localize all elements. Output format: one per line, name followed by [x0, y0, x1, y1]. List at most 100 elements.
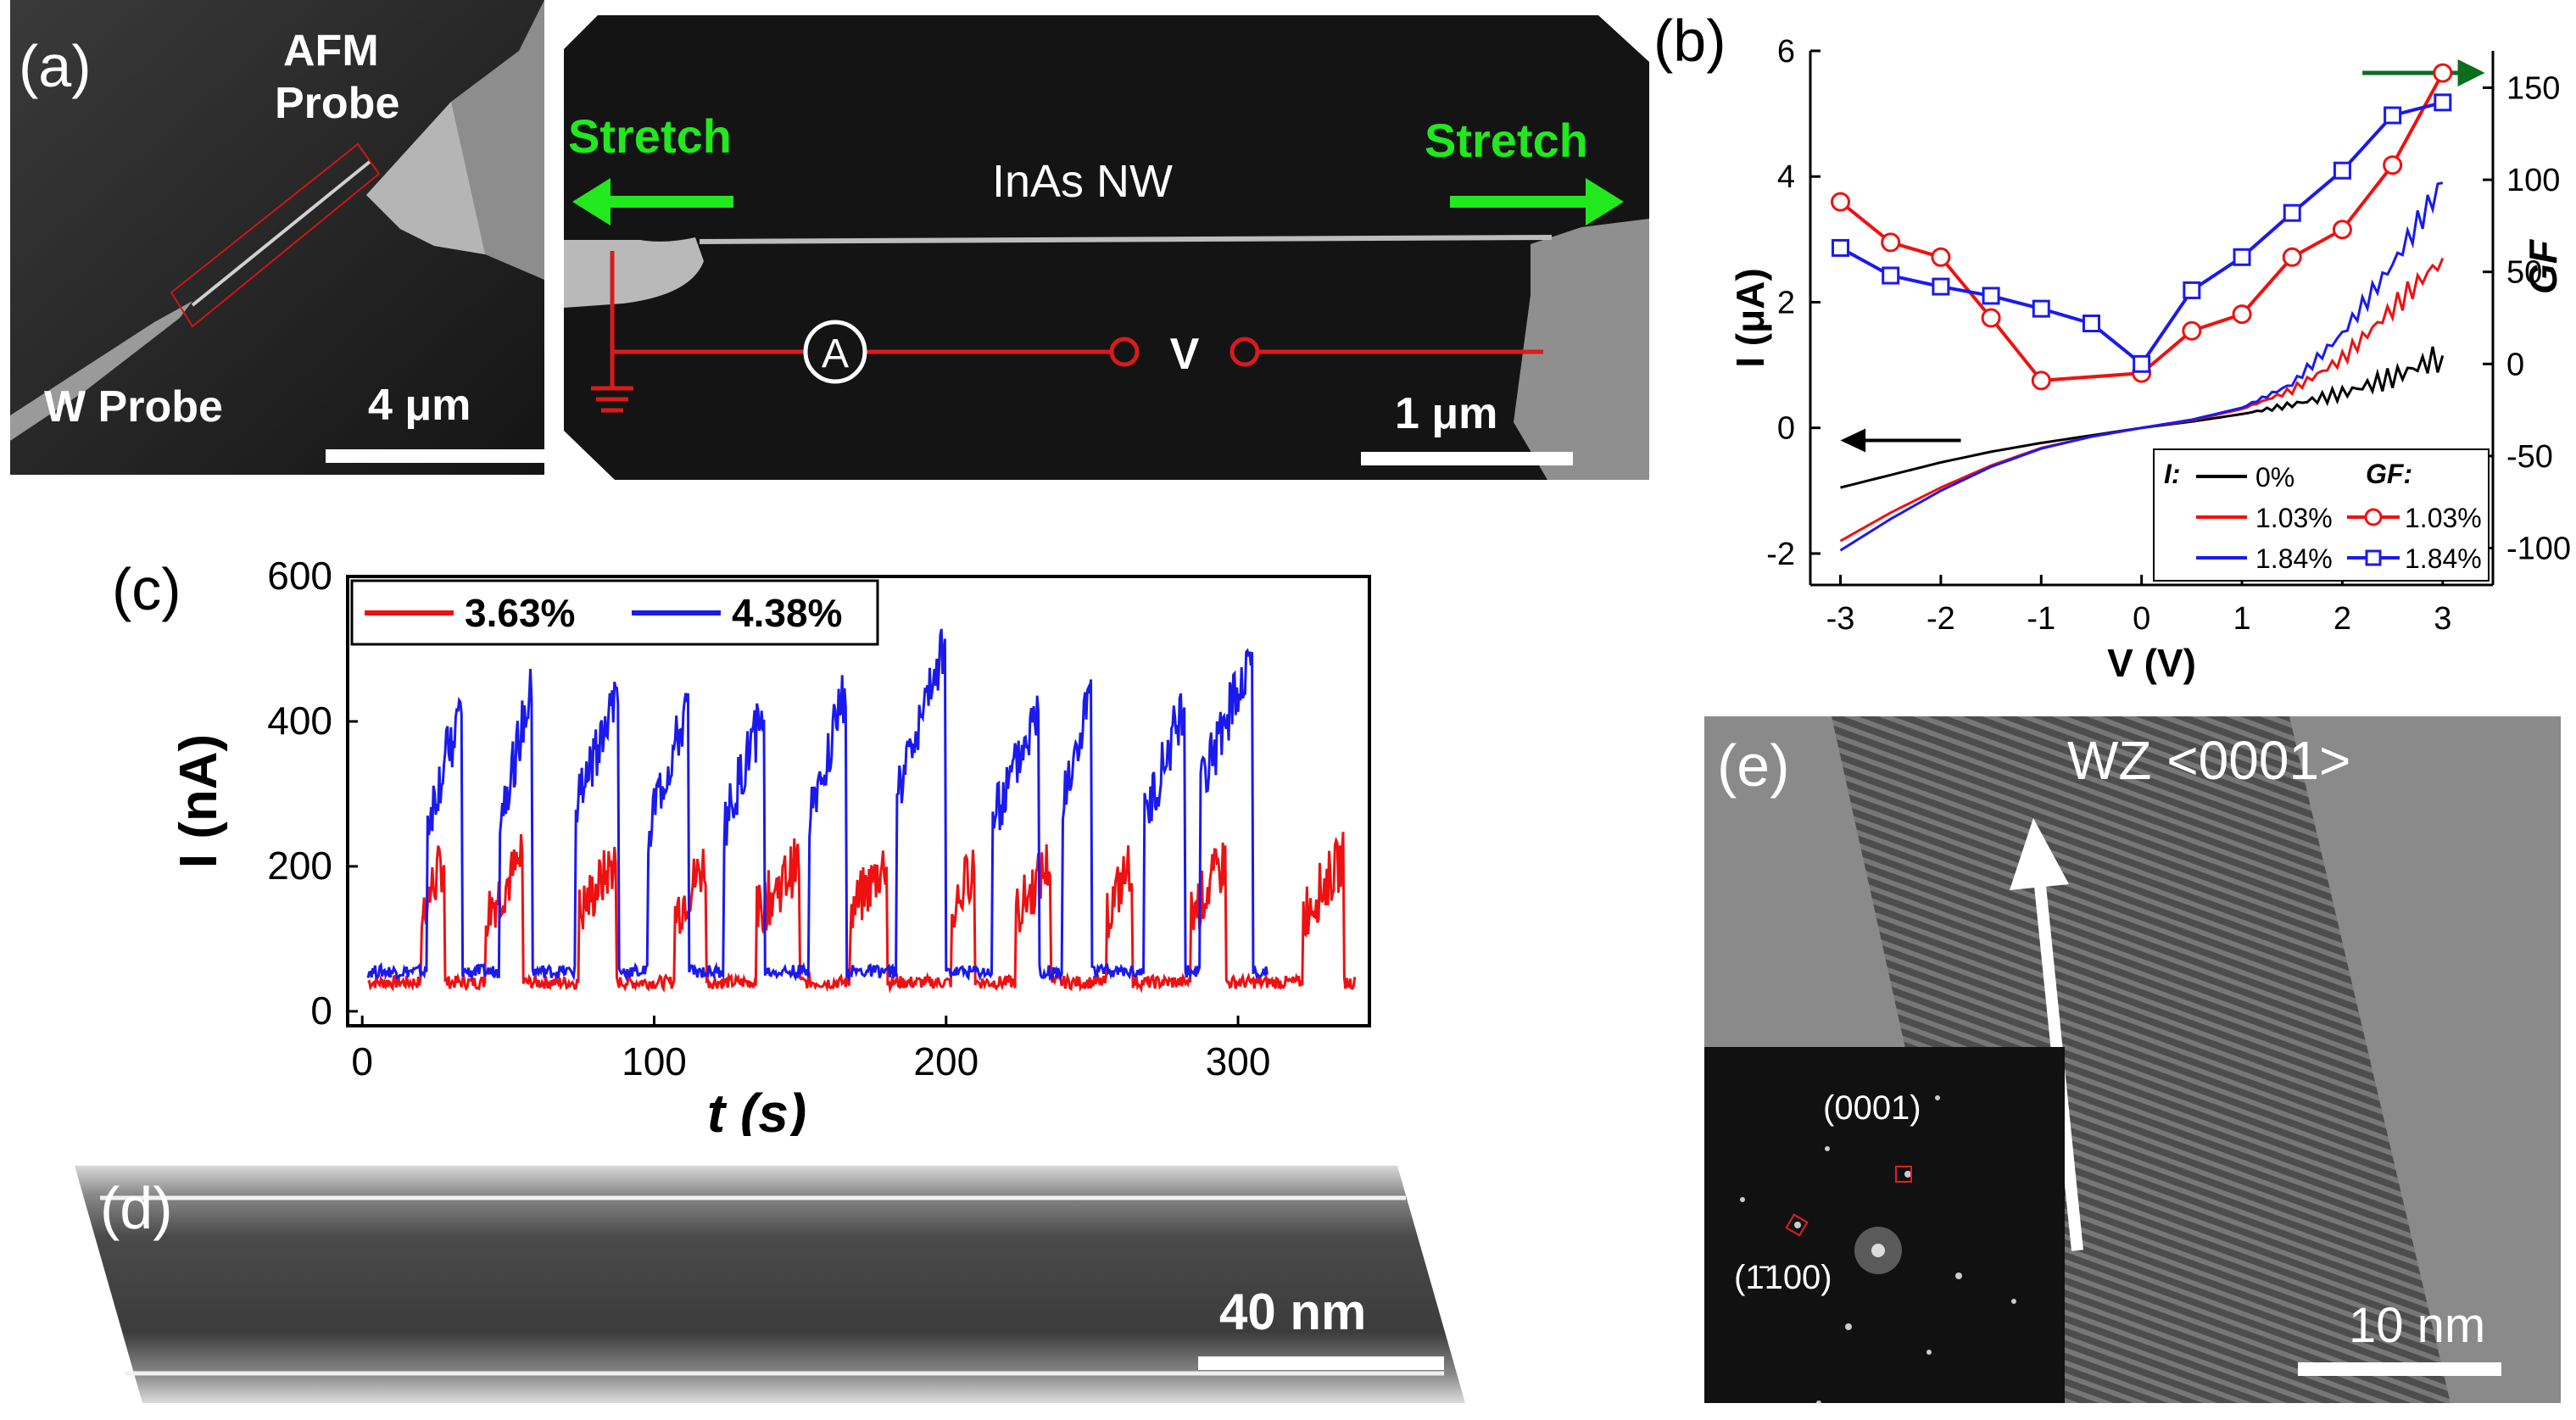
b-ylabel-right: GF — [2521, 238, 2565, 294]
b-ytick-left-label: 6 — [1777, 34, 1795, 70]
sem-image-left: (a) AFM Probe W Probe 4 μm — [10, 0, 544, 475]
b-gf-point — [1831, 192, 1851, 212]
b-ytick-right-label: 50 — [2506, 255, 2542, 291]
scale-bar-right — [1361, 452, 1573, 465]
b-xtick-label: -2 — [1926, 601, 1955, 637]
b-ytick-left-label: 2 — [1777, 285, 1795, 320]
voltage-label: V — [1170, 330, 1200, 379]
afm-label-line1: AFM — [283, 26, 379, 75]
b-legend-gf-text: 1.03% — [2405, 503, 2482, 533]
b-gf-point — [2384, 106, 2402, 125]
b-xtick-label: -1 — [2027, 601, 2055, 637]
stretch-arrow-left — [572, 178, 733, 226]
b-series-gf-1.84% — [1839, 100, 2444, 367]
stretch-arrow-right — [1450, 178, 1624, 226]
b-arrow-right-head — [2457, 58, 2485, 86]
tem-image-e: (e) WZ <0001> (0001) (1̄100) 10 nm — [1704, 716, 2561, 1403]
tem-d-drawing — [75, 1166, 1465, 1403]
inas-nanowire — [699, 235, 1553, 244]
b-gf-point — [2031, 370, 2051, 391]
b-ytick-right-label: -100 — [2506, 532, 2571, 567]
b-xtick-label: 3 — [2434, 601, 2451, 637]
b-legend-i-text: 1.03% — [2255, 503, 2333, 533]
b-ytick-right-label: -50 — [2506, 439, 2553, 475]
scale-label-left: 4 μm — [368, 381, 471, 430]
b-xtick-label: 1 — [2233, 601, 2250, 637]
b-ytick-left-label: 0 — [1777, 411, 1795, 447]
zoom-box — [170, 142, 381, 328]
b-ylabel-left: I (μA) — [1730, 268, 1772, 368]
ammeter-label: A — [822, 331, 849, 376]
panel-letter-a: (a) — [19, 33, 92, 99]
b-gf-point — [2232, 304, 2252, 325]
afm-label-line2: Probe — [275, 79, 400, 128]
b-legend-i-text: 1.84% — [2255, 543, 2333, 574]
circuit — [591, 251, 1543, 413]
c-xtick-label: 0 — [351, 1039, 373, 1083]
b-gf-point — [1982, 287, 2000, 305]
b-ytick-right-label: 100 — [2506, 163, 2560, 198]
left-electrode — [564, 237, 704, 308]
c-series-4.38% — [366, 628, 1268, 982]
b-gf-point — [1981, 308, 2001, 328]
c-ytick-label: 600 — [267, 554, 332, 598]
b-arrow-left-head — [1840, 428, 1866, 453]
b-gf-point — [1832, 238, 1850, 257]
c-xtick-label: 200 — [913, 1039, 979, 1083]
b-gf-point — [2182, 320, 2202, 341]
panel-letter-c: (c) — [112, 556, 181, 622]
b-legend-gf-text: 1.84% — [2405, 543, 2482, 574]
scale-bar-e — [2298, 1362, 2501, 1376]
scale-bar-left — [326, 449, 544, 463]
fft-spot1-label: (0001) — [1823, 1089, 1921, 1127]
w-probe — [10, 301, 192, 441]
fft-spot2-label: (1̄100) — [1734, 1259, 1832, 1296]
direction-label: WZ <0001> — [2067, 730, 2351, 791]
b-gf-point — [2233, 248, 2251, 266]
b-xtick-label: 2 — [2333, 601, 2351, 637]
b-gf-point — [2082, 315, 2100, 333]
sem-right-drawing: A V — [564, 15, 1649, 480]
c-xtick-label: 100 — [622, 1039, 687, 1083]
b-gf-point — [2332, 220, 2352, 240]
b-gf-point — [2283, 203, 2301, 222]
c-ylabel: I (nA) — [170, 734, 228, 868]
c-series-3.63% — [367, 832, 1357, 994]
stretch-label-left: Stretch — [568, 109, 732, 163]
b-gf-point — [2383, 155, 2403, 175]
b-gf-point — [2433, 63, 2453, 83]
b-gf-point — [2434, 93, 2452, 112]
nw-label: InAs NW — [992, 156, 1174, 207]
c-legend-box — [350, 579, 879, 646]
b-gf-point — [1931, 247, 1951, 267]
b-gf-point — [2133, 354, 2151, 373]
iv-chart: -3 -2 -1 0 1 2 3 -2 0 2 4 6 -100 -50 0 50 100 150 V (V) I (… — [1730, 34, 2571, 685]
fft-inset — [1704, 1047, 2065, 1403]
stretch-label-right: Stretch — [1425, 114, 1588, 167]
tem-e-drawing — [1704, 716, 2561, 1403]
b-ytick-right-label: 0 — [2506, 347, 2524, 382]
current-time-chart: 0 100 200 300 0 200 400 600 t (s) I (nA) 3.63% 4.38… — [170, 554, 1371, 1136]
b-series-i-1.84% — [1839, 181, 2444, 552]
c-ytick-label: 0 — [310, 988, 332, 1033]
b-gf-point — [1932, 277, 1950, 296]
c-legend-text: 3.63% — [465, 591, 575, 635]
b-legend-gf-marker — [2364, 508, 2383, 526]
b-xtick-label: -3 — [1826, 601, 1855, 637]
b-ytick-left-label: -2 — [1766, 537, 1795, 572]
c-legend-text: 4.38% — [732, 591, 842, 635]
b-gf-point — [2183, 281, 2201, 299]
scale-label-right: 1 μm — [1395, 389, 1498, 438]
b-xlabel: V (V) — [2107, 641, 2196, 685]
tem-image-d: (d) 40 nm — [75, 1166, 1465, 1403]
scale-bar-d — [1198, 1356, 1444, 1370]
panel-letter-b: (b) — [1653, 8, 1726, 74]
b-series-gf-1.03% — [1839, 72, 2445, 382]
b-legend-gf-label: GF: — [2366, 459, 2412, 489]
sem-left-drawing — [10, 0, 544, 475]
b-xtick-label: 0 — [2133, 601, 2150, 637]
panel-letter-e: (e) — [1717, 732, 1790, 799]
c-ytick-label: 200 — [267, 844, 332, 888]
scale-label-e: 10 nm — [2349, 1298, 2486, 1353]
panel-letter-d: (d) — [100, 1175, 173, 1241]
